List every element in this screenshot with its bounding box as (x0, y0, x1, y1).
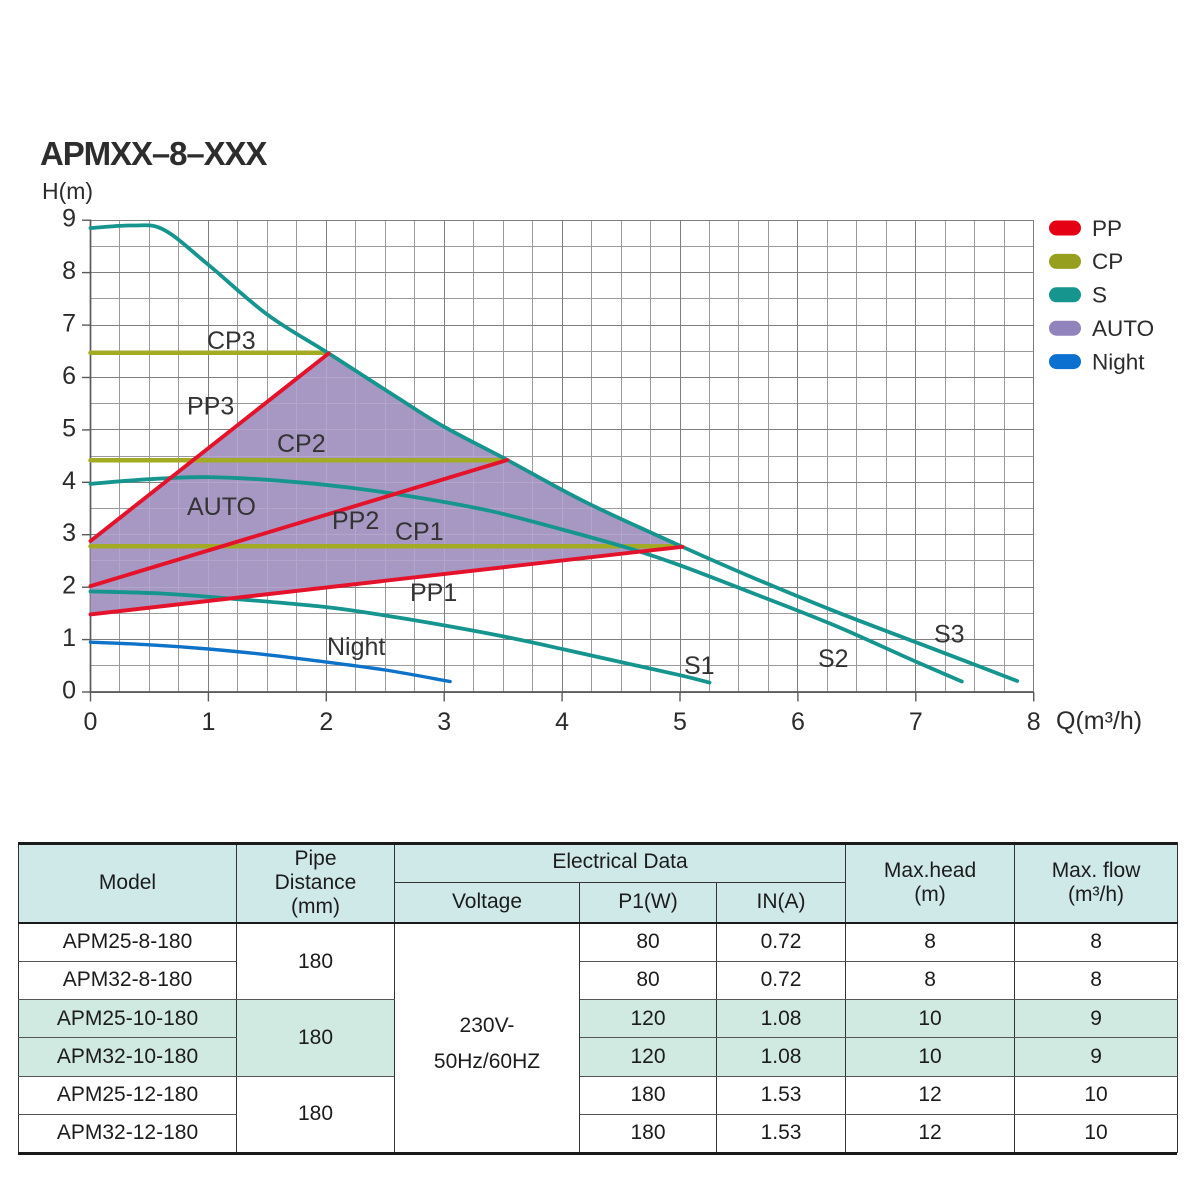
svg-text:CP2: CP2 (277, 430, 326, 458)
svg-text:S2: S2 (818, 645, 849, 673)
svg-text:1: 1 (201, 708, 215, 736)
svg-text:3: 3 (62, 519, 76, 547)
svg-text:S3: S3 (934, 621, 965, 649)
svg-text:Night: Night (1092, 349, 1145, 374)
svg-text:7: 7 (909, 708, 923, 736)
svg-text:5: 5 (673, 708, 687, 736)
svg-text:7: 7 (62, 310, 76, 338)
svg-text:AUTO: AUTO (187, 493, 256, 521)
svg-text:PP: PP (1092, 216, 1122, 241)
svg-text:0: 0 (62, 677, 76, 705)
svg-text:6: 6 (791, 708, 805, 736)
svg-text:4: 4 (62, 467, 76, 495)
svg-text:S1: S1 (684, 652, 715, 680)
svg-text:AUTO: AUTO (1092, 316, 1154, 341)
svg-text:CP1: CP1 (395, 518, 444, 546)
svg-text:8: 8 (1027, 708, 1041, 736)
svg-text:6: 6 (62, 362, 76, 390)
svg-text:PP3: PP3 (187, 393, 234, 421)
svg-text:S: S (1092, 283, 1107, 308)
svg-text:2: 2 (319, 708, 333, 736)
svg-text:Q(m³/h): Q(m³/h) (1056, 707, 1142, 735)
svg-text:5: 5 (62, 414, 76, 442)
svg-text:PP1: PP1 (410, 579, 457, 607)
svg-text:Night: Night (327, 633, 385, 661)
svg-text:8: 8 (62, 257, 76, 285)
svg-text:PP2: PP2 (332, 507, 379, 535)
svg-text:0: 0 (84, 708, 98, 736)
svg-text:H(m): H(m) (42, 178, 93, 204)
svg-text:4: 4 (555, 708, 569, 736)
svg-text:2: 2 (62, 572, 76, 600)
svg-text:3: 3 (437, 708, 451, 736)
svg-text:9: 9 (62, 205, 76, 233)
svg-text:CP3: CP3 (207, 327, 256, 355)
svg-text:CP: CP (1092, 249, 1123, 274)
svg-text:1: 1 (62, 624, 76, 652)
